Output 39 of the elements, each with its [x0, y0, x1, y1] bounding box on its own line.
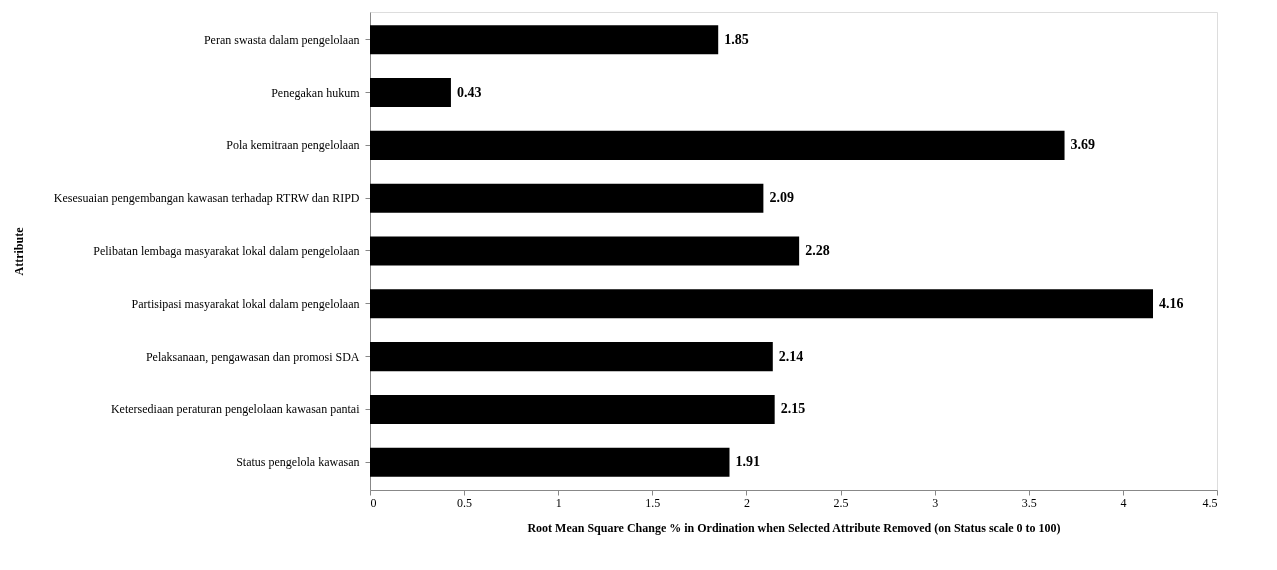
bar [370, 78, 451, 108]
y-axis-title: Attribute [11, 226, 26, 276]
y-tick-label: Status pengelola kawasan [236, 455, 360, 470]
data-label: 3.69 [1070, 137, 1096, 153]
data-label: 2.15 [780, 401, 806, 417]
bar [370, 289, 1153, 319]
bar [370, 25, 719, 55]
x-tick-label: 1 [555, 495, 562, 510]
y-tick-label: Pola kemitraan pengelolaan [226, 138, 360, 153]
bar [370, 394, 775, 424]
data-label: 2.14 [778, 348, 804, 364]
y-tick-label: Peran swasta dalam pengelolaan [203, 32, 360, 47]
bar [370, 447, 730, 477]
data-label: 2.28 [805, 243, 830, 258]
data-label: 2.09 [769, 190, 794, 206]
y-tick-label: Kesesuaian pengembangan kawasan terhadap RTRW dan RIPD [53, 191, 360, 206]
y-tick-label: Pelibatan lembaga masyarakat lokal dalam pengelolaan [93, 244, 360, 258]
data-label: 1.85 [724, 31, 749, 47]
bar [370, 130, 1065, 160]
y-tick-label: Partisipasi masyarakat lokal dalam pengelolaan [131, 296, 360, 311]
x-tick-label: 4.5 [1202, 495, 1218, 510]
x-tick-label: 0 [370, 495, 377, 510]
x-tick-label: 3.5 [1021, 495, 1037, 510]
x-tick-label: 0.5 [457, 495, 473, 510]
bar [370, 342, 773, 372]
bar [370, 236, 800, 266]
data-label: 1.91 [735, 454, 760, 470]
data-label: 4.16 [1159, 295, 1184, 311]
x-tick-label: 4 [1120, 495, 1127, 510]
x-tick-label: 1.5 [645, 495, 661, 510]
x-axis-title: Root Mean Square Change % in Ordination when Selected Attribute Removed (on Status scale 0 to 100) [527, 520, 1061, 535]
x-tick-label: 2.5 [833, 495, 849, 510]
y-tick-label: Penegakan hukum [271, 85, 361, 100]
x-tick-label: 2 [743, 495, 750, 510]
y-tick-label: Ketersediaan peraturan pengelolaan kawasan pantai [110, 402, 361, 417]
y-tick-label: Pelaksanaan, pengawasan dan promosi SDA [145, 349, 360, 364]
data-label: 0.43 [456, 84, 482, 100]
bar [370, 183, 764, 213]
x-tick-label: 3 [932, 495, 939, 510]
